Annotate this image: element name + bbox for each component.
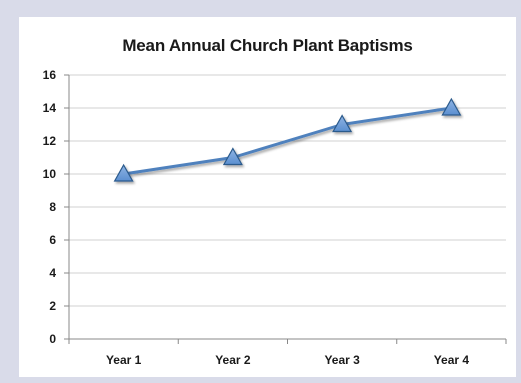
chart-title: Mean Annual Church Plant Baptisms [122,36,413,55]
line-chart: 0 2 4 6 8 10 12 14 16 Year 1 Year 2 Year 3 Year 4 [43,68,507,367]
y-tick-label: 6 [49,233,56,247]
data-point-triangle-icon [222,147,243,166]
x-tick-label: Year 2 [215,353,251,367]
y-tick-label: 14 [43,101,57,115]
y-tick-label: 16 [43,68,57,82]
x-tick-label: Year 4 [434,353,470,367]
y-tick-label: 12 [43,134,57,148]
y-tick-label: 2 [49,299,56,313]
data-point-triangle-icon [113,163,134,182]
x-tick-label: Year 1 [106,353,142,367]
chart-card: Mean Annual Church Plant Baptisms 0 2 4 6 8 1… [19,17,516,377]
series-line [123,106,452,176]
y-tick-label: 4 [49,266,56,280]
data-point-triangle-icon [332,114,353,133]
y-tick-label: 10 [43,167,57,181]
y-tick-label: 8 [49,200,56,214]
data-point-triangle-icon [441,97,462,116]
x-tick-label: Year 3 [324,353,360,367]
y-tick-label: 0 [49,332,56,346]
